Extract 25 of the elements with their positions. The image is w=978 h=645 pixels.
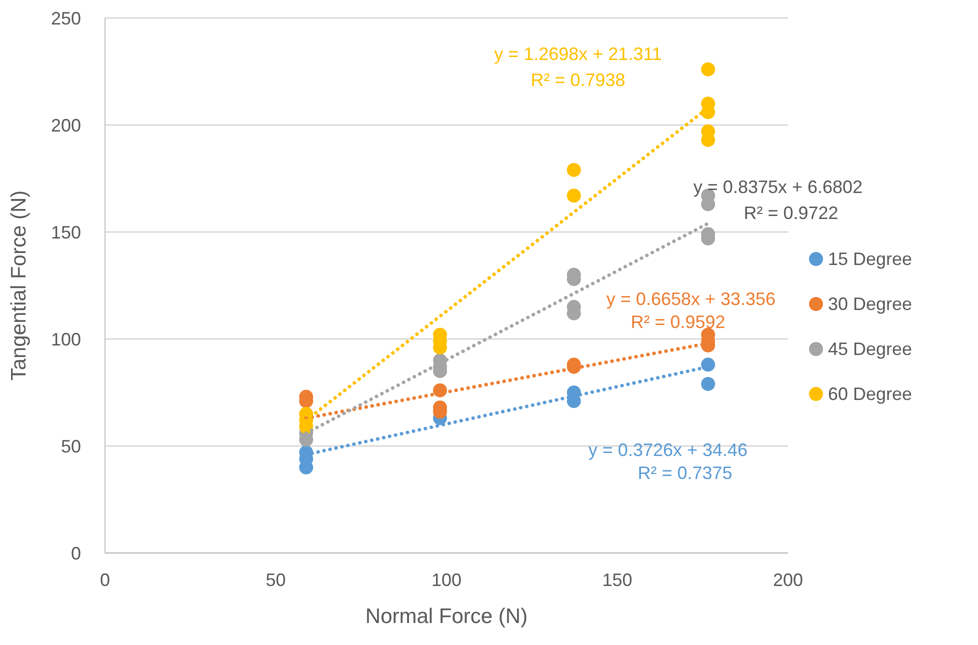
annotation: R² = 0.7375 <box>638 463 732 483</box>
x-tick-label: 200 <box>772 570 804 590</box>
y-tick-label: 250 <box>50 8 81 28</box>
x-axis-title: Normal Force (N) <box>365 605 528 628</box>
legend-label: 30 Degree <box>828 294 912 314</box>
annotation: R² = 0.9592 <box>630 312 726 332</box>
y-tick-label: 0 <box>70 543 81 564</box>
legend-label: 60 Degree <box>828 384 912 404</box>
annotation: y = 0.3726x + 34.46 <box>588 440 748 460</box>
y-tick-label: 100 <box>50 329 81 350</box>
x-tick-label: 50 <box>266 570 286 590</box>
y-tick-label: 150 <box>50 222 81 242</box>
legend-label: 45 Degree <box>828 338 912 360</box>
legend-label: 15 Degree <box>828 248 912 270</box>
annotation: R² = 0.7938 <box>530 70 626 90</box>
x-tick-label: 150 <box>602 570 632 590</box>
y-tick-label: 50 <box>60 436 81 456</box>
annotation: y = 0.8375x + 6.6802 <box>693 177 863 197</box>
annotation: y = 0.6658x + 33.356 <box>606 289 776 309</box>
annotation: R² = 0.9722 <box>744 203 838 223</box>
y-tick-label: 200 <box>50 115 81 136</box>
x-tick-label: 0 <box>100 570 110 590</box>
x-tick-label: 100 <box>431 570 462 590</box>
annotation: y = 1.2698x + 21.311 <box>494 44 662 64</box>
y-axis-title: Tangential Force (N) <box>7 190 30 381</box>
